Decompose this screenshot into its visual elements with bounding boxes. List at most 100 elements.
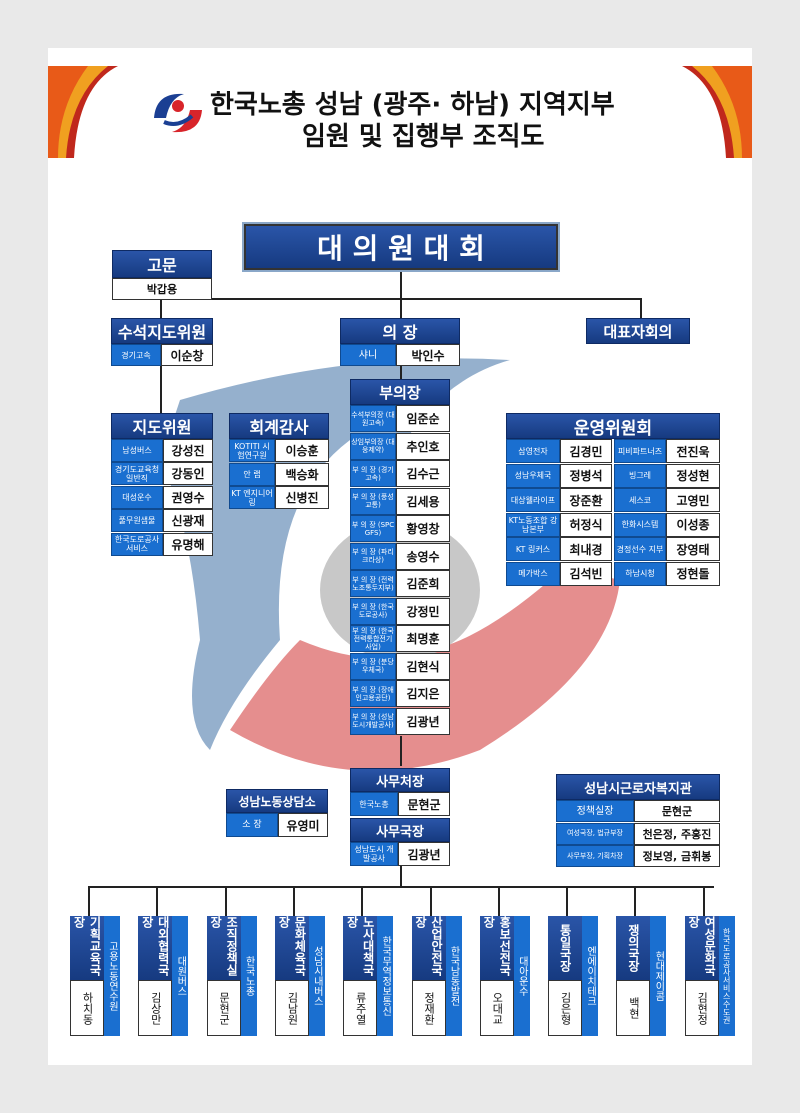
vice-chair-name: 최명훈	[396, 625, 450, 652]
bureau-title: 기획교육국장	[70, 916, 104, 980]
guidance-name: 강동인	[163, 462, 213, 486]
bureau-title: 쟁의국장	[616, 916, 651, 980]
sec-general-org: 한국노총	[350, 792, 398, 816]
rep-council-title: 대표자회의	[586, 318, 690, 344]
vice-chair-name: 추인호	[396, 432, 450, 460]
vice-chair-org: 부 의 장 (SPC GFS)	[350, 515, 396, 542]
guidance-name: 유명해	[163, 532, 213, 556]
ops-org2: 세스코	[614, 488, 666, 512]
union-logo-icon	[154, 93, 202, 133]
ops-org: KT 링커스	[506, 537, 560, 561]
vice-chair-org: 부 의 장 (파리크라상)	[350, 542, 396, 570]
bureau-org: 한국무역정보통신	[377, 916, 394, 1036]
ops-org: 대상웰라이프	[506, 488, 560, 512]
bureau-org: 고용노동연수원	[104, 916, 120, 1036]
ops-name: 장준환	[560, 488, 612, 512]
bureau-title: 조직정책실장	[206, 916, 241, 980]
bureau-title: 노사대책국장	[343, 916, 378, 980]
vice-chair-name: 김세용	[396, 487, 450, 515]
welfare-name: 정보영, 금휘봉	[634, 845, 720, 867]
bureau-name: 김남원	[274, 980, 309, 1036]
welfare-name: 천은정, 주홍진	[634, 822, 720, 845]
ops-name: 정병석	[560, 463, 612, 488]
advisor-title: 고문	[112, 250, 212, 278]
chair-name: 박인수	[396, 344, 460, 366]
flame-decoration-left	[48, 66, 118, 158]
bureau-name: 김상만	[138, 980, 173, 1036]
vice-chair-org: 부 의 장 (한국도로공사)	[350, 597, 396, 625]
bureau-name: 김은형	[548, 980, 583, 1036]
audit-title: 회계감사	[229, 413, 329, 439]
ops-org: 삼영전자	[506, 439, 560, 463]
vice-chair-org: 상임부의장 (대웅제약)	[350, 432, 396, 460]
delegates-convention-title: 대 의 원 대 회	[244, 224, 558, 270]
title-line1: 한국노총 성남 (광주· 하남) 지역지부	[210, 90, 615, 120]
bureau-name: 정재환	[411, 980, 446, 1036]
guidance-title: 지도위원	[111, 413, 213, 439]
audit-org: KT 엔지니어링	[229, 486, 275, 509]
vice-chair-org: 부 의 장 (성남도시개발공사)	[350, 707, 396, 735]
guidance-org: 한국도로공사 서비스	[111, 532, 163, 556]
audit-name: 이승훈	[275, 439, 329, 462]
flame-decoration-right	[682, 66, 752, 158]
bureau-title: 통일국장	[548, 916, 583, 980]
guidance-org: 경기도교육청 일반직	[111, 462, 163, 486]
guidance-name: 신광재	[163, 509, 213, 533]
ops-name2: 고영민	[666, 488, 720, 512]
guidance-org: 풀무원샘물	[111, 509, 163, 533]
counsel-org: 소 장	[226, 813, 278, 837]
bureau-name: 류주열	[343, 980, 378, 1036]
bureau-name: 백현	[616, 980, 651, 1036]
guidance-name: 강성진	[163, 439, 213, 462]
bureau-org: 성남시내버스	[308, 916, 325, 1036]
chief-guidance-name: 이순창	[161, 344, 213, 366]
vice-chair-org: 수석부의장 (대원고속)	[350, 405, 396, 432]
vice-chair-name: 김지은	[396, 680, 450, 707]
ops-name2: 이성종	[666, 512, 720, 537]
bureau-org: 한국노총	[240, 916, 257, 1036]
vice-chair-org: 부 의 장 (한국전력통합전기사업)	[350, 625, 396, 652]
vice-chair-name: 김수근	[396, 460, 450, 487]
guidance-org: 대성운수	[111, 485, 163, 509]
bureau-org: 엔에이치테크	[582, 916, 599, 1036]
sec-general-title: 사무처장	[350, 768, 450, 792]
ops-org2: 한화시스템	[614, 512, 666, 537]
ops-name2: 전진욱	[666, 439, 720, 463]
advisor-name: 박갑용	[112, 278, 212, 300]
bureau-title: 대외협력국장	[138, 916, 173, 980]
audit-name: 신병진	[275, 486, 329, 509]
bureau-title: 산업안전국장	[411, 916, 446, 980]
welfare-org: 사무부장, 기획차장	[556, 845, 634, 867]
vice-chair-org: 부 의 장 (분당우체국)	[350, 652, 396, 680]
audit-org: 안 랩	[229, 462, 275, 486]
vice-chair-org: 부 의 장 (전력노조통두지부)	[350, 570, 396, 597]
bureau-name: 하치동	[70, 980, 104, 1036]
sec-chief-org: 성남도시 개발공사	[350, 842, 398, 866]
chief-guidance-org: 경기고속	[111, 344, 161, 366]
vice-chair-name: 강정민	[396, 597, 450, 625]
sec-general-name: 문현군	[398, 792, 450, 816]
vice-chair-org: 부 의 장 (풍성교통)	[350, 487, 396, 515]
vice-chair-name: 황영창	[396, 515, 450, 542]
welfare-org: 정책실장	[556, 800, 634, 822]
ops-name2: 장영태	[666, 537, 720, 561]
chief-guidance-title: 수석지도위원	[111, 318, 213, 344]
bureau-name: 문현군	[206, 980, 241, 1036]
vice-chair-name: 김준희	[396, 570, 450, 597]
bureau-org: 한국남동발전	[445, 916, 462, 1036]
vice-chair-org: 부 의 장 (장애인고용공단)	[350, 680, 396, 707]
ops-org2: 빙그레	[614, 463, 666, 488]
bureau-title: 홍보선전국장	[479, 916, 514, 980]
bureau-title: 여성문화국장	[684, 916, 719, 980]
ops-name2: 정성현	[666, 463, 720, 488]
audit-name: 백승화	[275, 462, 329, 486]
audit-org: KOTITI 시험연구원	[229, 439, 275, 462]
bureau-org: 현대제이콤	[650, 916, 667, 1036]
bureau-org: 대아운수	[513, 916, 530, 1036]
bureau-title: 문화체육국장	[274, 916, 309, 980]
welfare-title: 성남시근로자복지관	[556, 774, 720, 800]
ops-org: 메가박스	[506, 561, 560, 586]
title-line2: 임원 및 집행부 조직도	[302, 122, 545, 152]
guidance-org: 남성버스	[111, 439, 163, 462]
